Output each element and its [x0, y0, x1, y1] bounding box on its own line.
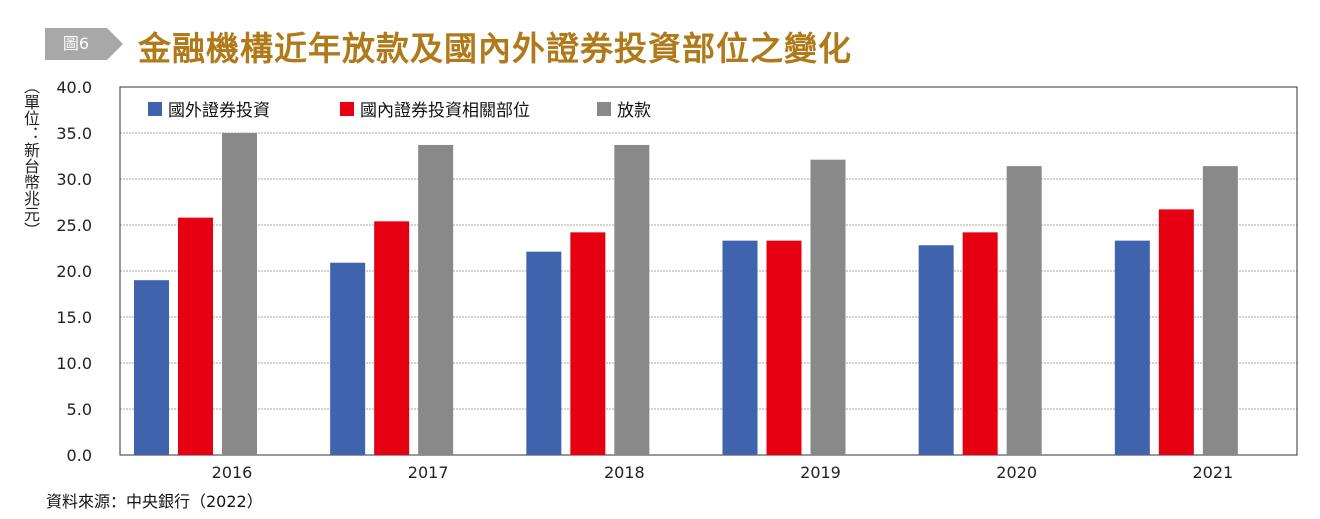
bar-2017-2 [418, 144, 454, 455]
bar-2018-2 [614, 144, 650, 455]
plot-frame [119, 86, 1298, 456]
bar-2019-1 [766, 240, 802, 455]
legend-swatch-1 [340, 102, 354, 116]
figure-badge: 圖6 [45, 28, 107, 60]
bar-2017-0 [330, 262, 366, 455]
bar-2020-1 [962, 232, 998, 455]
bar-2018-0 [526, 251, 562, 455]
y-tick-label: 25.0 [56, 216, 92, 235]
x-tick-label: 2017 [408, 463, 449, 482]
source-note: 資料來源：中央銀行（2022） [46, 492, 263, 511]
y-tick-label: 30.0 [56, 170, 92, 189]
y-tick-label: 20.0 [56, 262, 92, 281]
legend-label-1: 國內證券投資相關部位 [360, 101, 530, 121]
x-tick-label: 2021 [1192, 463, 1233, 482]
chart-title: 金融機構近年放款及國內外證券投資部位之變化 [138, 29, 852, 68]
y-tick-label: 35.0 [56, 124, 92, 143]
y-axis-label: （單位：新台幣兆元） [21, 78, 40, 238]
legend-swatch-2 [597, 102, 611, 116]
bar-2019-0 [722, 240, 758, 455]
bar-2016-0 [134, 280, 169, 455]
x-tick-label: 2020 [996, 463, 1037, 482]
x-tick-label: 2018 [604, 463, 645, 482]
y-tick-label: 5.0 [67, 400, 92, 419]
bar-2016-2 [222, 133, 257, 455]
bar-2016-1 [178, 217, 213, 455]
bar-2018-1 [570, 232, 606, 455]
bar-2020-0 [918, 245, 954, 455]
legend-label-0: 國外證券投資 [168, 101, 270, 121]
x-tick-label: 2016 [212, 463, 253, 482]
bar-2019-2 [810, 159, 846, 455]
badge-arrow [107, 28, 123, 60]
bar-2021-1 [1158, 209, 1194, 455]
bar-2021-2 [1202, 166, 1238, 455]
legend-swatch-0 [148, 102, 162, 116]
x-tick-label: 2019 [800, 463, 841, 482]
bar-2020-2 [1006, 166, 1042, 455]
bar-2017-1 [374, 221, 410, 455]
bar-2021-0 [1114, 240, 1150, 455]
y-tick-label: 0.0 [67, 446, 92, 465]
legend-label-2: 放款 [617, 101, 651, 121]
y-tick-label: 15.0 [56, 308, 92, 327]
y-tick-label: 40.0 [56, 78, 92, 97]
y-tick-label: 10.0 [56, 354, 92, 373]
